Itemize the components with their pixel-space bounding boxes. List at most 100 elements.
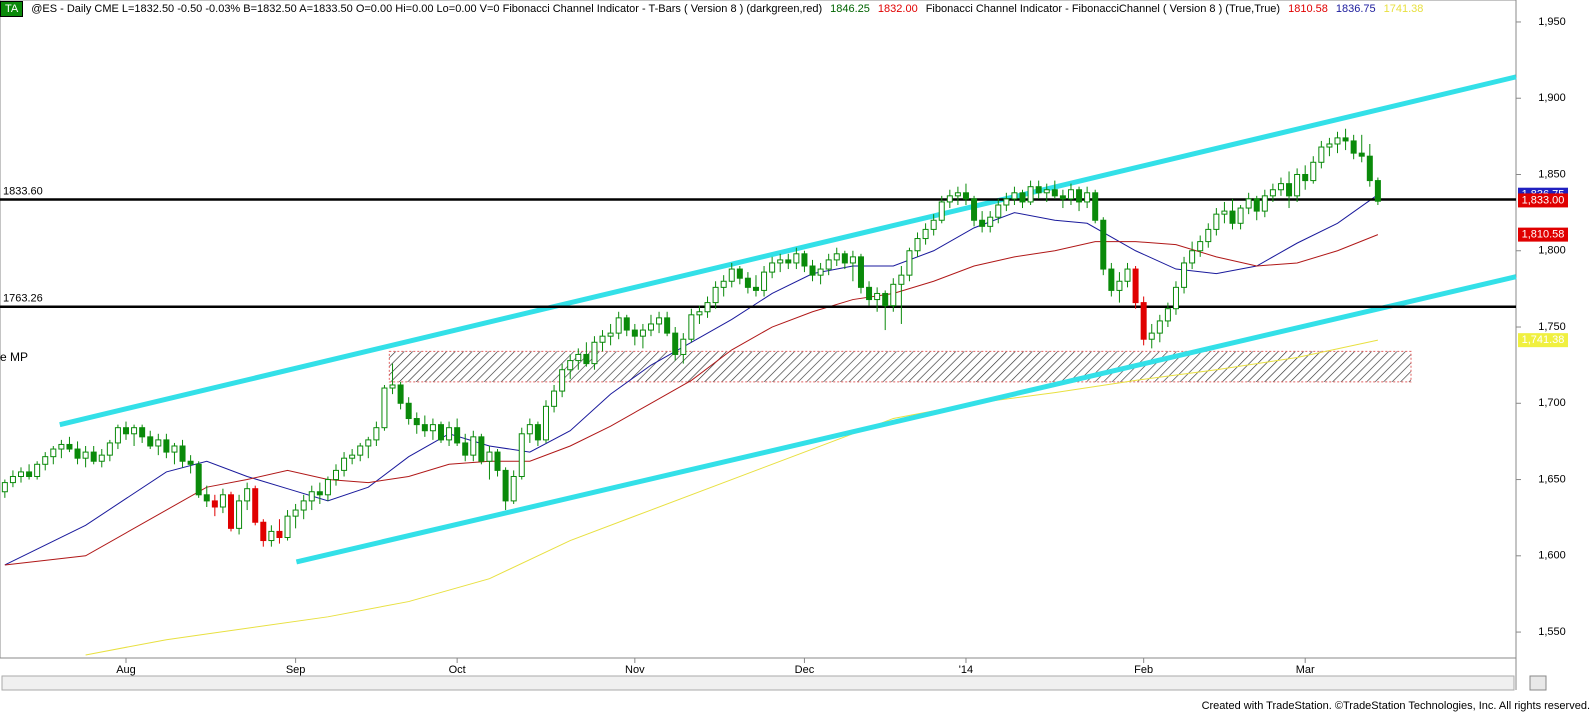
candle-body bbox=[284, 515, 291, 539]
x-tick-label: Mar bbox=[1296, 664, 1315, 676]
candle-body bbox=[1019, 192, 1026, 203]
candle-body bbox=[300, 500, 307, 511]
x-tick-label: Oct bbox=[449, 664, 466, 676]
candle-body bbox=[470, 436, 477, 456]
candle-body bbox=[954, 192, 961, 197]
candle-body bbox=[801, 253, 808, 267]
candle-body bbox=[857, 256, 864, 288]
candle-body bbox=[1156, 320, 1163, 334]
candle-body bbox=[736, 268, 743, 279]
candle-body bbox=[381, 387, 388, 429]
candle-body bbox=[1108, 268, 1115, 291]
header-text: 1836.75 bbox=[1335, 3, 1376, 15]
candle-body bbox=[332, 469, 339, 481]
candle-body bbox=[349, 454, 356, 459]
candle-body bbox=[785, 259, 792, 264]
candle-body bbox=[567, 360, 574, 371]
candle-body bbox=[1164, 308, 1171, 322]
candle-body bbox=[1350, 140, 1357, 154]
candle-body bbox=[82, 451, 89, 459]
channel-line bbox=[295, 274, 1517, 565]
price-tag-label: 1,833.00 bbox=[1522, 194, 1565, 206]
candle-body bbox=[429, 424, 436, 432]
candle-body bbox=[1269, 189, 1276, 197]
candle-body bbox=[421, 424, 428, 432]
candle-body bbox=[1358, 152, 1365, 157]
candle-body bbox=[1076, 189, 1083, 203]
candle-body bbox=[825, 259, 832, 270]
candle-body bbox=[357, 445, 364, 456]
candle-body bbox=[971, 198, 978, 221]
candle-body bbox=[462, 442, 469, 456]
channel-line bbox=[59, 74, 1517, 428]
scrollbar[interactable] bbox=[1, 675, 1515, 691]
candle-body bbox=[74, 448, 81, 459]
candle-body bbox=[494, 451, 501, 471]
candle-body bbox=[1011, 192, 1018, 200]
price-tag bbox=[1518, 193, 1568, 208]
candle-body bbox=[1116, 280, 1123, 291]
candle-body bbox=[413, 418, 420, 426]
candle-body bbox=[341, 457, 348, 471]
candle-body bbox=[1197, 241, 1204, 252]
candle-body bbox=[518, 433, 525, 477]
candle-body bbox=[575, 353, 582, 362]
candle-body bbox=[1051, 189, 1058, 197]
candle-body bbox=[1148, 332, 1155, 340]
candle-body bbox=[647, 323, 654, 331]
candle-body bbox=[9, 475, 16, 484]
candle-body bbox=[1100, 219, 1107, 270]
candle-body bbox=[906, 250, 913, 276]
candle-body bbox=[292, 509, 299, 517]
candle-body bbox=[688, 314, 695, 340]
candle-body bbox=[704, 302, 711, 313]
candle-body bbox=[478, 436, 485, 462]
candle-body bbox=[930, 219, 937, 230]
y-tick-label: 1,950 bbox=[1538, 16, 1566, 28]
y-tick-label: 1,550 bbox=[1538, 626, 1566, 638]
candle-body bbox=[195, 463, 202, 496]
candle-body bbox=[139, 427, 146, 438]
candle-body bbox=[591, 341, 598, 365]
candle-body bbox=[777, 259, 784, 264]
y-tick-label: 1,750 bbox=[1538, 321, 1566, 333]
candle-body bbox=[769, 262, 776, 273]
x-tick-label: Aug bbox=[116, 664, 136, 676]
candle-body bbox=[1374, 180, 1381, 202]
candle-body bbox=[534, 424, 541, 441]
candle-body bbox=[882, 292, 889, 307]
candle-body bbox=[454, 427, 461, 444]
candle-body bbox=[761, 271, 768, 291]
candle-body bbox=[211, 500, 218, 508]
candle-body bbox=[42, 456, 49, 465]
level-label: 1763.26 bbox=[3, 293, 43, 305]
y-tick-label: 1,600 bbox=[1538, 550, 1566, 562]
candle-body bbox=[664, 317, 671, 334]
price-tag-label: 1,741.38 bbox=[1522, 334, 1565, 346]
footer: Created with TradeStation. ©TradeStation… bbox=[1202, 700, 1590, 712]
candle-body bbox=[1, 482, 8, 493]
candle-body bbox=[1172, 286, 1179, 310]
candle-body bbox=[316, 491, 323, 496]
candle-body bbox=[599, 335, 606, 343]
candle-body bbox=[1302, 173, 1309, 182]
candle-body bbox=[1213, 213, 1220, 230]
candle-body bbox=[744, 277, 751, 288]
candle-body bbox=[260, 521, 267, 542]
candle-body bbox=[1277, 183, 1284, 191]
candle-body bbox=[219, 494, 226, 508]
scroll-button[interactable] bbox=[1529, 675, 1547, 691]
header-text: 1832.00 bbox=[877, 3, 918, 15]
header-text: 1741.38 bbox=[1383, 3, 1424, 15]
y-tick-label: 1,850 bbox=[1538, 168, 1566, 180]
candle-body bbox=[1035, 186, 1042, 194]
candle-body bbox=[236, 500, 243, 529]
header-text: 1846.25 bbox=[830, 3, 870, 15]
candle-body bbox=[308, 491, 315, 502]
candle-body bbox=[179, 445, 186, 462]
candle-body bbox=[1067, 189, 1074, 200]
candle-body bbox=[1366, 155, 1373, 182]
candle-body bbox=[914, 238, 921, 252]
candle-body bbox=[639, 329, 646, 337]
candle-body bbox=[1221, 210, 1228, 215]
